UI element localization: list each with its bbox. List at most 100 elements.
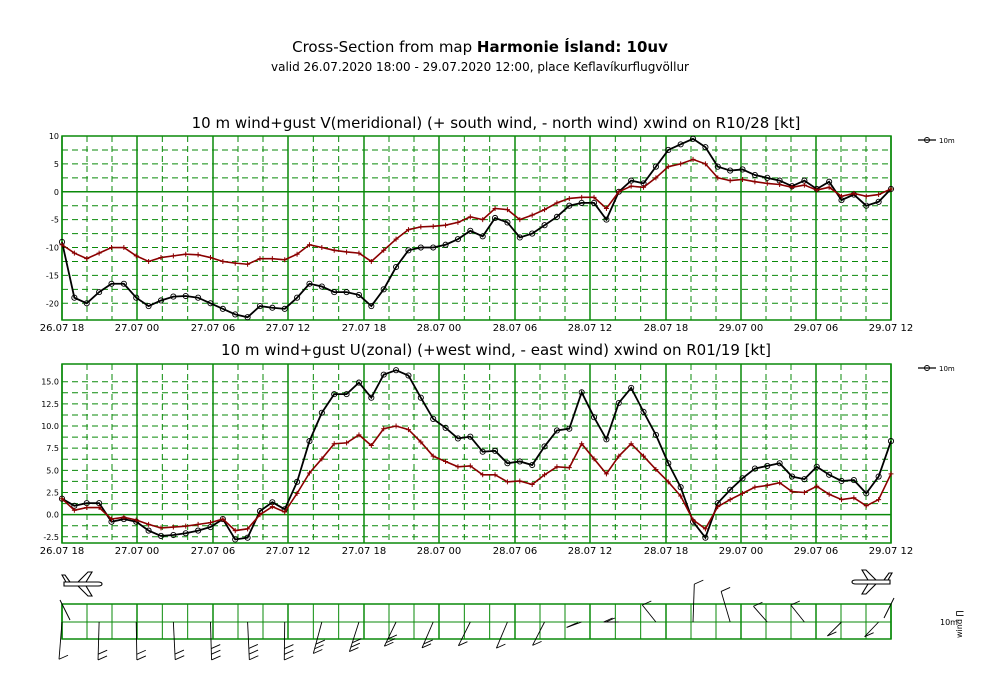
- data-point-10m: [331, 289, 338, 296]
- data-point-10m: [677, 484, 684, 491]
- data-point-gust: [740, 490, 746, 496]
- wind-barb-flag: [458, 641, 468, 647]
- data-point-10m: [702, 144, 709, 151]
- data-point-gust: [653, 175, 659, 181]
- data-point-gust: [504, 207, 510, 213]
- data-point-gust: [59, 242, 65, 248]
- data-point-gust: [405, 427, 411, 433]
- wind-barb-flag: [211, 649, 221, 655]
- x-tick-label: 28.07 06: [493, 546, 538, 557]
- x-tick-label: 28.07 00: [417, 323, 462, 334]
- data-point-gust: [368, 258, 374, 264]
- data-point-gust: [863, 503, 869, 509]
- x-tick-label: 27.07 00: [115, 323, 160, 334]
- data-point-gust: [752, 484, 758, 490]
- title-map-name: Harmonie Ísland: 10uv: [476, 38, 668, 56]
- data-point-10m: [368, 303, 375, 310]
- data-point-gust: [702, 526, 708, 532]
- data-point-10m: [343, 289, 350, 296]
- data-point-10m: [281, 305, 288, 312]
- wind-barb-staff: [692, 584, 695, 623]
- data-point-gust: [195, 252, 201, 258]
- data-point-gust: [517, 478, 523, 484]
- data-point-10m: [467, 227, 474, 234]
- data-point-gust: [158, 525, 164, 531]
- data-point-10m: [355, 379, 363, 386]
- data-point-gust: [826, 491, 832, 497]
- data-point-gust: [71, 250, 77, 256]
- data-point-gust: [888, 471, 894, 477]
- data-point-gust: [628, 441, 634, 447]
- data-point-gust: [96, 505, 102, 511]
- data-point-gust: [84, 505, 90, 511]
- data-point-gust: [801, 489, 807, 495]
- y-tick-label: -5: [51, 216, 59, 225]
- wind-barb-flag: [175, 655, 185, 661]
- data-point-10m: [578, 199, 585, 206]
- data-point-10m: [492, 447, 499, 454]
- data-point-gust: [121, 514, 127, 520]
- data-point-gust: [331, 441, 337, 447]
- x-tick-label: 29.07 00: [719, 546, 764, 557]
- data-point-10m: [133, 294, 140, 301]
- data-point-gust: [665, 164, 671, 170]
- data-point-10m: [813, 463, 820, 470]
- wind-barb-staff: [641, 604, 657, 623]
- wind-barb-flag: [284, 649, 294, 655]
- wind-barb-flag: [352, 638, 362, 644]
- data-point-gust: [616, 189, 622, 195]
- data-point-gust: [480, 217, 486, 223]
- data-point-gust: [851, 495, 857, 501]
- wind-barb-flag: [349, 647, 359, 653]
- wind-barb-flag: [496, 643, 506, 649]
- data-point-10m: [145, 303, 152, 310]
- data-point-10m: [182, 530, 189, 537]
- data-point-10m: [195, 527, 202, 534]
- data-point-10m: [504, 219, 511, 226]
- data-point-gust: [108, 516, 114, 522]
- data-point-10m: [170, 293, 177, 300]
- legend-marker: [924, 137, 930, 143]
- data-point-10m: [603, 436, 610, 443]
- wind-barb-staff: [172, 621, 176, 660]
- wind-barb-flag: [532, 640, 542, 646]
- wind-barb-flag: [568, 622, 579, 628]
- y-tick-label: 0.0: [46, 511, 59, 520]
- data-point-gust: [108, 245, 114, 251]
- data-point-10m: [318, 283, 325, 290]
- y-tick-label: -15: [46, 271, 59, 280]
- data-point-10m: [541, 222, 548, 229]
- legend-marker: [924, 365, 930, 371]
- airplane-shape: [851, 569, 893, 595]
- data-point-gust: [826, 184, 832, 190]
- data-point-gust: [678, 161, 684, 167]
- data-point-10m: [417, 244, 424, 251]
- data-point-gust: [282, 257, 288, 263]
- data-point-gust: [319, 456, 325, 462]
- data-point-gust: [542, 472, 548, 478]
- data-point-10m: [578, 389, 585, 396]
- data-point-gust: [702, 161, 708, 167]
- data-point-10m: [727, 167, 734, 174]
- wind-barb-staff: [210, 621, 212, 660]
- data-point-gust: [764, 482, 770, 488]
- x-tick-label: 27.07 06: [191, 323, 236, 334]
- wind-barb-staff: [458, 621, 471, 646]
- data-point-gust: [467, 214, 473, 220]
- data-point-gust: [294, 251, 300, 257]
- data-point-gust: [356, 250, 362, 256]
- data-point-10m: [863, 490, 870, 497]
- data-point-gust: [170, 524, 176, 530]
- data-point-gust: [591, 194, 597, 200]
- data-point-10m: [442, 424, 449, 431]
- wind-barb-staff: [312, 621, 323, 654]
- data-point-gust: [183, 251, 189, 257]
- data-point-gust: [529, 212, 535, 218]
- data-point-gust: [628, 183, 634, 189]
- wind-barb-flag: [136, 655, 147, 661]
- data-point-gust: [789, 184, 795, 190]
- data-point-gust: [133, 517, 139, 523]
- data-point-10m: [640, 408, 647, 415]
